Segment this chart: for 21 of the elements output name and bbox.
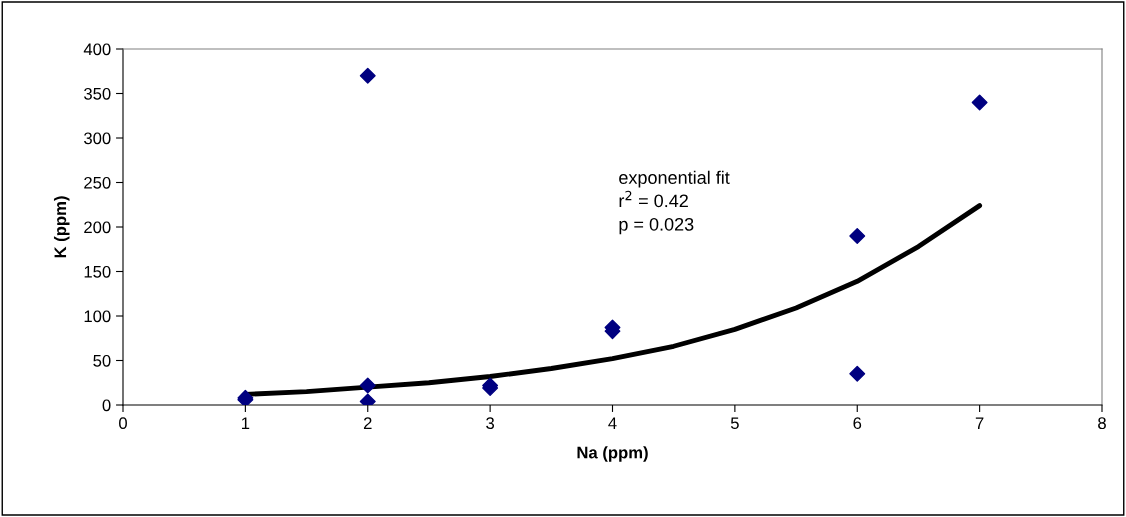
- x-tick-label: 0: [119, 417, 127, 430]
- y-tick-label: 200: [84, 221, 111, 234]
- y-tick-label: 100: [84, 310, 111, 323]
- x-tick-label: 7: [975, 417, 984, 429]
- y-axis-title: K (ppm): [53, 196, 70, 258]
- x-tick-label: 2: [363, 417, 372, 429]
- annotation: exponential fit r$^{2}$ = 0.42 p = 0.023: [619, 170, 730, 235]
- y-tick-label: 250: [84, 176, 111, 189]
- y-tick-label: 350: [84, 87, 111, 100]
- y-tick-label: 0: [102, 399, 111, 412]
- y-tick-label: 50: [93, 354, 111, 367]
- x-axis-title: Na (ppm): [577, 446, 648, 462]
- x-tick-label: 1: [242, 417, 250, 429]
- y-tick-label: 400: [83, 43, 111, 56]
- x-tick-label: 4: [608, 417, 617, 429]
- y-tick-label: 150: [84, 265, 111, 278]
- x-tick-label: 8: [1098, 417, 1106, 430]
- x-tick-label: 3: [486, 417, 495, 430]
- x-tick-label: 5: [730, 417, 739, 430]
- y-tick-label: 300: [84, 132, 111, 145]
- x-tick-label: 6: [853, 417, 862, 430]
